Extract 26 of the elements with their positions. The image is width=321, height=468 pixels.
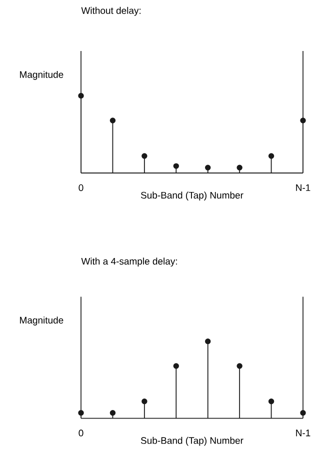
y-axis-title: Magnitude [20, 316, 64, 326]
point [142, 398, 148, 404]
x-tick-label: N-1 [296, 184, 310, 191]
point [300, 410, 306, 416]
point [205, 338, 211, 344]
x-tick-label: 0 [78, 430, 84, 436]
point [236, 363, 242, 369]
point [173, 363, 179, 369]
x-tick-label: 0 [78, 184, 84, 192]
chart-title: Without delay: [81, 6, 141, 16]
chart-title: With a 4-sample delay: [81, 258, 177, 266]
point [173, 163, 179, 169]
point [78, 410, 84, 416]
point [236, 164, 242, 170]
point [110, 118, 116, 124]
point [205, 164, 211, 170]
x-axis-title: Sub-Band (Tap) Number [140, 192, 244, 200]
point [268, 398, 274, 404]
point [110, 410, 116, 416]
point [78, 92, 84, 99]
point [268, 153, 274, 159]
point [142, 153, 148, 159]
x-tick-label: N-1 [296, 430, 310, 436]
point [300, 118, 306, 124]
y-axis-title: Magnitude [20, 70, 64, 80]
x-axis-title: Sub-Band (Tap) Number [140, 436, 244, 446]
